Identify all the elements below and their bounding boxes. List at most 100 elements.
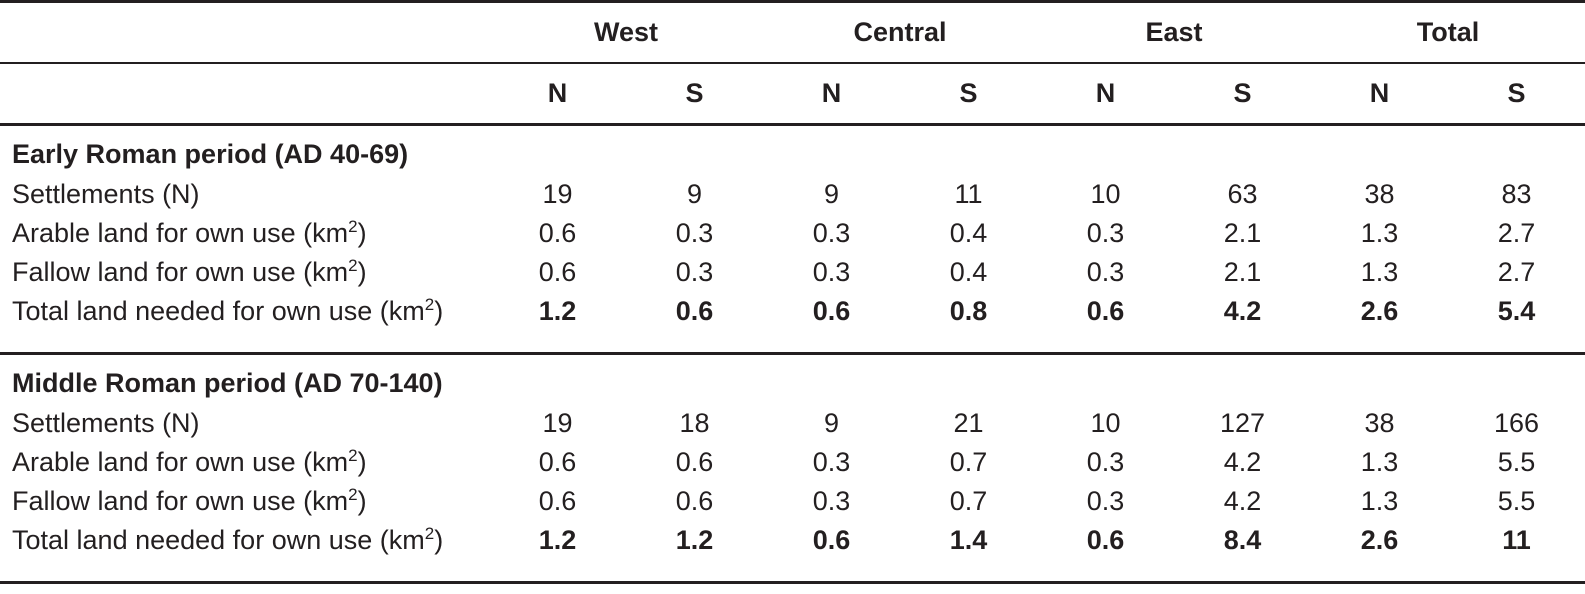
column-group-central: Central [763, 1, 1037, 64]
row-label: Arable land for own use (km2) [12, 446, 367, 477]
cell: 0.3 [812, 486, 851, 516]
cell: 18 [679, 408, 710, 438]
cell: 4.2 [1174, 292, 1312, 355]
cell: 0.6 [538, 486, 577, 516]
cell: 166 [1493, 408, 1540, 438]
row-label: Total land needed for own use (km2) [0, 521, 489, 584]
cell: 1.2 [489, 292, 626, 355]
row-label: Fallow land for own use (km2) [12, 256, 367, 287]
cell: 0.6 [763, 521, 900, 584]
cell: 1.3 [1360, 447, 1399, 477]
cell: 127 [1219, 408, 1266, 438]
cell: 0.3 [675, 257, 714, 287]
cell: 2.6 [1311, 292, 1449, 355]
section-header: Middle Roman period (AD 70-140) [12, 368, 443, 398]
column-header-central-s: S [900, 63, 1037, 126]
cell: 0.4 [949, 257, 988, 287]
cell: 11 [954, 179, 983, 209]
cell: 1.2 [626, 521, 763, 584]
cell: 5.5 [1497, 486, 1536, 516]
superscript-2: 2 [348, 446, 358, 465]
cell: 1.3 [1360, 257, 1399, 287]
section-header: Early Roman period (AD 40-69) [12, 139, 409, 169]
cell: 0.6 [1037, 521, 1174, 584]
cell: 1.3 [1360, 218, 1399, 248]
table-row: Fallow land for own use (km2) 0.6 0.6 0.3 0.… [0, 482, 1585, 521]
row-label: Total land needed for own use (km2) [0, 292, 489, 355]
cell: 0.6 [538, 257, 577, 287]
cell: 0.3 [1086, 447, 1125, 477]
cell: 0.6 [538, 218, 577, 248]
column-group-east: East [1037, 1, 1312, 64]
superscript-2: 2 [424, 295, 435, 314]
column-group-west: West [489, 1, 763, 64]
superscript-2: 2 [348, 485, 358, 504]
cell: 63 [1227, 179, 1258, 209]
cell: 9 [686, 179, 703, 209]
cell: 19 [542, 408, 573, 438]
cell: 0.4 [949, 218, 988, 248]
row-label: Settlements (N) [12, 179, 200, 209]
table-row: Settlements (N) 19 18 9 21 10 127 38 166 [0, 404, 1585, 443]
cell: 0.8 [900, 292, 1037, 355]
column-header-east-s: S [1174, 63, 1312, 126]
superscript-2: 2 [424, 524, 435, 543]
cell: 0.3 [675, 218, 714, 248]
cell: 1.3 [1360, 486, 1399, 516]
cell: 10 [1090, 179, 1121, 209]
cell: 0.6 [763, 292, 900, 355]
column-header-west-s: S [626, 63, 763, 126]
cell: 0.3 [812, 257, 851, 287]
cell: 2.1 [1223, 218, 1262, 248]
cell: 0.6 [1037, 292, 1174, 355]
table-row: Total land needed for own use (km2) 1.2 0.… [0, 292, 1585, 355]
column-header-east-n: N [1037, 63, 1174, 126]
table-row: Arable land for own use (km2) 0.6 0.6 0.3 0.… [0, 443, 1585, 482]
cell: 83 [1501, 179, 1532, 209]
cell: 0.7 [949, 486, 988, 516]
cell: 38 [1364, 179, 1395, 209]
table-row: Arable land for own use (km2) 0.6 0.3 0.3 0.… [0, 214, 1585, 253]
table-row: Total land needed for own use (km2) 1.2 1.… [0, 521, 1585, 584]
superscript-2: 2 [348, 256, 358, 275]
cell: 0.3 [1086, 257, 1125, 287]
cell: 0.6 [538, 447, 577, 477]
cell: 1.2 [489, 521, 626, 584]
row-label: Fallow land for own use (km2) [12, 485, 367, 516]
cell: 0.3 [812, 447, 851, 477]
cell: 1.4 [900, 521, 1037, 584]
column-group-row: West Central East Total [0, 1, 1585, 64]
cell: 2.7 [1497, 257, 1536, 287]
cell: 0.3 [1086, 218, 1125, 248]
row-label: Settlements (N) [12, 408, 200, 438]
cell: 21 [953, 408, 984, 438]
column-header-total-s: S [1448, 63, 1585, 126]
table-row: Settlements (N) 19 9 9 11 10 63 38 83 [0, 175, 1585, 214]
cell: 38 [1364, 408, 1395, 438]
section-header-row: Early Roman period (AD 40-69) [0, 125, 1585, 176]
cell: 9 [823, 179, 840, 209]
section-header-row: Middle Roman period (AD 70-140) [0, 354, 1585, 405]
cell: 5.4 [1448, 292, 1585, 355]
column-group-total: Total [1311, 1, 1585, 64]
table-row: Fallow land for own use (km2) 0.6 0.3 0.3 0.… [0, 253, 1585, 292]
cell: 2.1 [1223, 257, 1262, 287]
cell: 4.2 [1223, 486, 1262, 516]
cell: 5.5 [1497, 447, 1536, 477]
cell: 8.4 [1174, 521, 1312, 584]
table-header: West Central East Total N S N S N S N S [0, 1, 1585, 126]
cell: 0.6 [675, 486, 714, 516]
cell: 2.7 [1497, 218, 1536, 248]
header-stub [0, 1, 489, 64]
column-header-west-n: N [489, 63, 626, 126]
column-header-central-n: N [763, 63, 900, 126]
cell: 10 [1090, 408, 1121, 438]
superscript-2: 2 [348, 217, 358, 236]
cell: 0.6 [626, 292, 763, 355]
cell: 4.2 [1223, 447, 1262, 477]
cell: 0.3 [1086, 486, 1125, 516]
cell: 0.3 [812, 218, 851, 248]
